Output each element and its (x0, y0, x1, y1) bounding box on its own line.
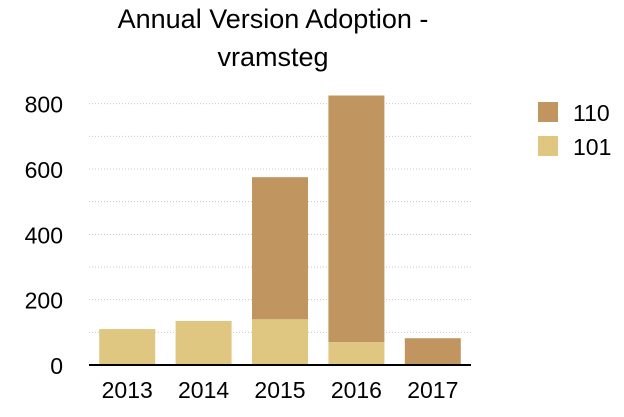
bar-101-2015 (252, 319, 308, 365)
bar-101-2016 (328, 342, 385, 365)
legend-swatch-110 (538, 102, 558, 122)
legend-label-101: 101 (573, 134, 611, 160)
bar-110-2017 (404, 338, 461, 365)
x-tick-label: 2014 (178, 377, 229, 403)
legend-label-110: 110 (573, 100, 610, 126)
x-tick-label: 2013 (102, 377, 153, 403)
y-tick-label: 400 (25, 222, 63, 248)
bar-101-2014 (175, 320, 232, 365)
x-tick-label: 2017 (407, 377, 458, 403)
y-axis: 0 200 400 600 800 (25, 92, 63, 379)
bars (99, 95, 461, 365)
x-tick-label: 2015 (254, 377, 305, 403)
legend-swatch-101 (538, 136, 558, 156)
bar-110-2015 (252, 177, 308, 320)
gridlines (89, 103, 471, 333)
y-tick-label: 0 (50, 353, 63, 379)
bar-101-2013 (99, 329, 156, 365)
chart-title-line-1: Annual Version Adoption - (118, 4, 429, 34)
y-tick-label: 800 (25, 92, 63, 118)
x-axis: 2013 2014 2015 2016 2017 (102, 377, 459, 403)
y-tick-label: 200 (25, 288, 63, 314)
chart-title-line-2: vramsteg (217, 42, 328, 72)
y-tick-label: 600 (25, 157, 63, 183)
x-tick-label: 2016 (331, 377, 382, 403)
bar-110-2016 (328, 95, 385, 343)
